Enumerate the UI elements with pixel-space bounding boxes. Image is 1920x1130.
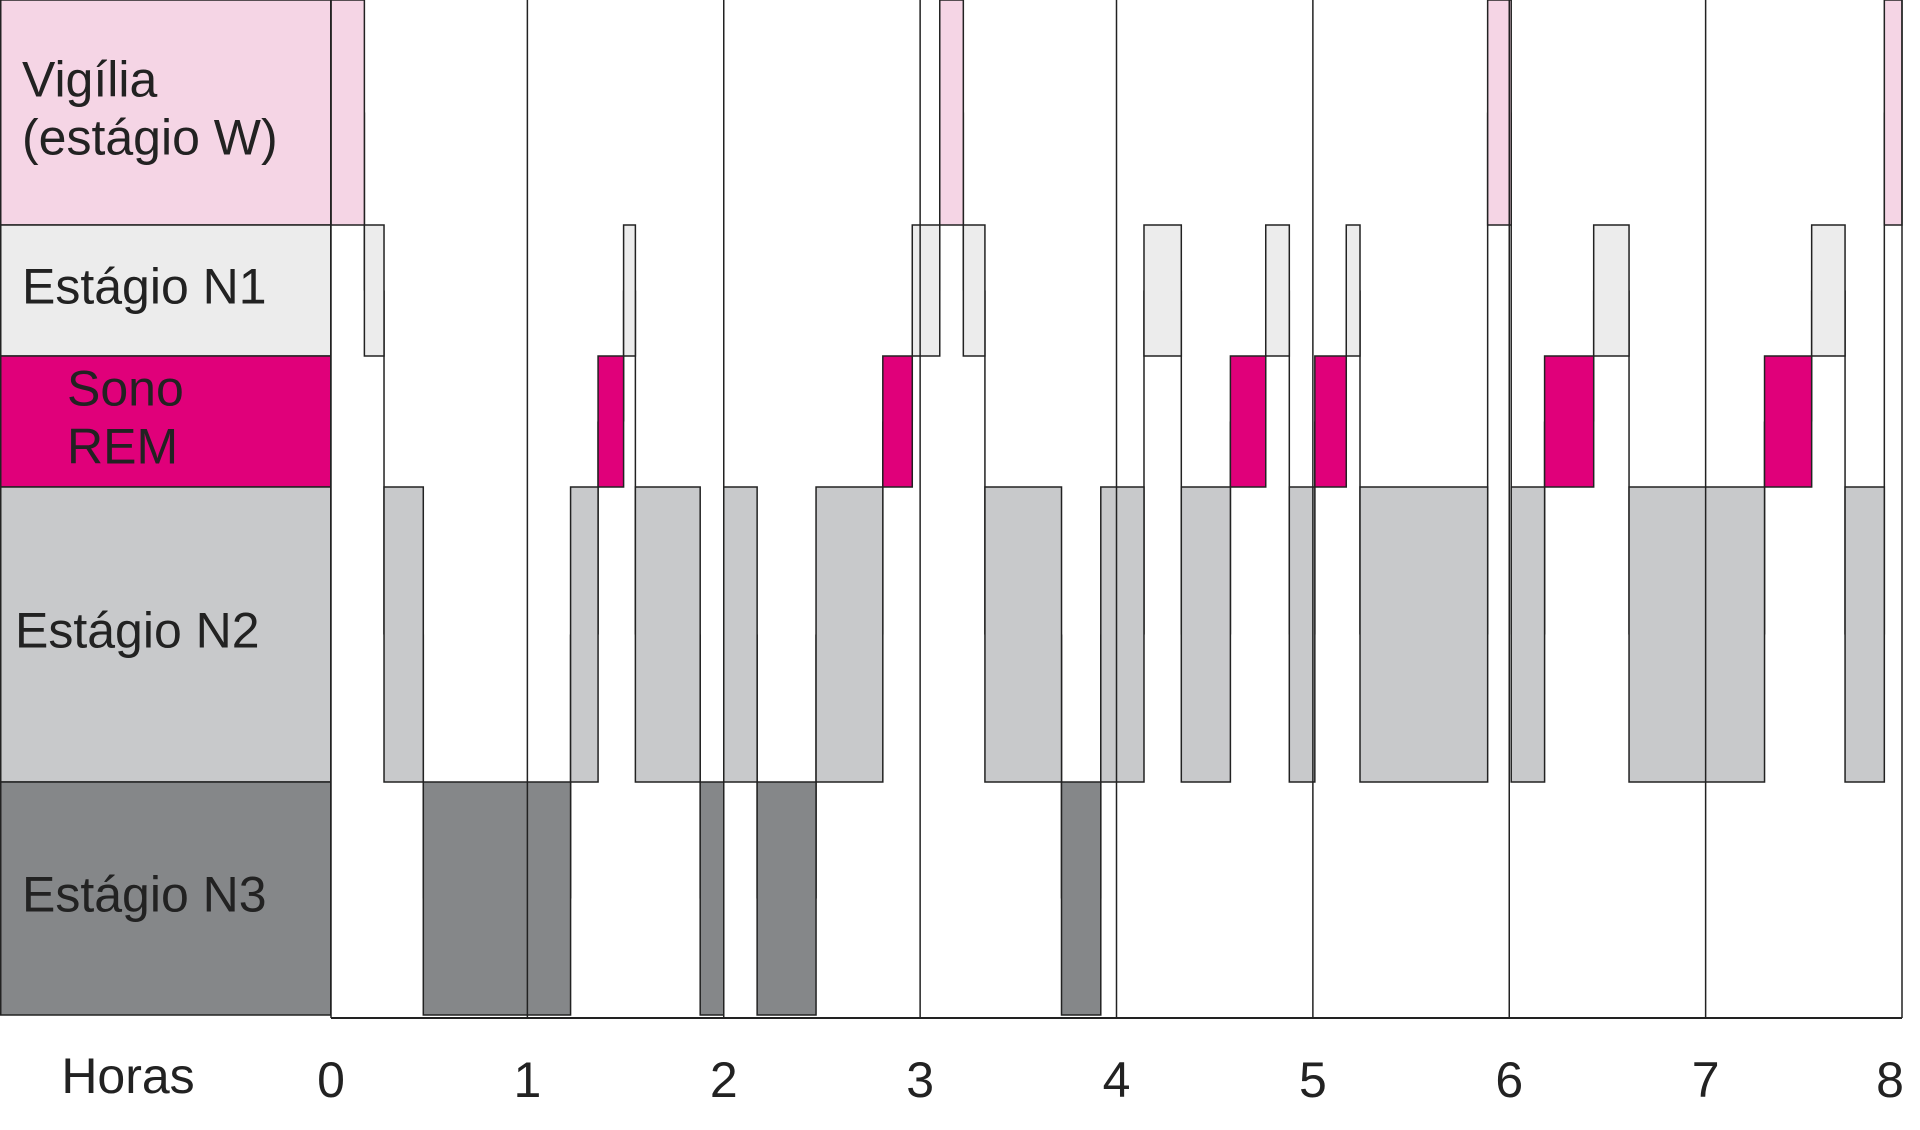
stage-block bbox=[422, 781, 572, 1016]
stage-block bbox=[1510, 486, 1546, 783]
stage-block bbox=[569, 486, 599, 783]
stage-block bbox=[1143, 224, 1183, 357]
stage-label: Estágio N1 bbox=[22, 259, 267, 315]
stage-block bbox=[363, 224, 385, 357]
stage-block bbox=[723, 486, 758, 783]
stage-block bbox=[1314, 355, 1348, 488]
stage-block bbox=[1763, 355, 1813, 488]
stage-block bbox=[1883, 0, 1903, 226]
stage-block bbox=[1592, 224, 1630, 357]
stage-block bbox=[984, 486, 1063, 783]
stage-block bbox=[1543, 355, 1595, 488]
stage-block bbox=[1359, 486, 1489, 783]
x-tick-label: 5 bbox=[1299, 1052, 1327, 1108]
stage-block bbox=[1288, 486, 1316, 783]
stage-block bbox=[634, 486, 701, 783]
stage-block bbox=[597, 355, 625, 488]
x-tick-label: 1 bbox=[513, 1052, 541, 1108]
x-tick-label: 7 bbox=[1692, 1052, 1720, 1108]
stage-block bbox=[1844, 486, 1886, 783]
x-axis-label: Horas bbox=[61, 1048, 194, 1104]
stage-block bbox=[330, 0, 366, 226]
stage-label: Estágio N2 bbox=[15, 603, 260, 659]
x-tick-label: 4 bbox=[1103, 1052, 1131, 1108]
stage-block bbox=[1628, 486, 1766, 783]
stage-block bbox=[1810, 224, 1846, 357]
stage-block bbox=[939, 0, 965, 226]
stage-block bbox=[962, 224, 986, 357]
stage-block bbox=[815, 486, 884, 783]
stage-label-box bbox=[0, 486, 332, 783]
stage-label: REM bbox=[67, 419, 178, 475]
stage-label-box bbox=[0, 224, 332, 357]
stage-block bbox=[911, 224, 941, 357]
stage-block bbox=[383, 486, 425, 783]
stage-block bbox=[1060, 781, 1102, 1016]
stage-block bbox=[699, 781, 725, 1016]
x-tick-label: 8 bbox=[1876, 1052, 1904, 1108]
stage-block bbox=[1486, 0, 1512, 226]
x-tick-label: 2 bbox=[710, 1052, 738, 1108]
stage-block bbox=[756, 781, 817, 1016]
stage-label: Vigília bbox=[22, 52, 157, 108]
stage-block bbox=[1264, 224, 1291, 357]
stage-label-box bbox=[0, 0, 332, 226]
stage-label: Estágio N3 bbox=[22, 867, 267, 923]
stage-label: (estágio W) bbox=[22, 110, 278, 166]
stage-label: Sono bbox=[67, 361, 184, 417]
stage-block bbox=[882, 355, 914, 488]
x-tick-label: 6 bbox=[1495, 1052, 1523, 1108]
stage-block bbox=[1345, 224, 1361, 357]
stage-block bbox=[1180, 486, 1232, 783]
x-tick-label: 3 bbox=[906, 1052, 934, 1108]
stage-block bbox=[1100, 486, 1145, 783]
stage-label-box bbox=[0, 781, 332, 1016]
stage-block bbox=[622, 224, 637, 357]
stage-block bbox=[1229, 355, 1267, 488]
x-tick-label: 0 bbox=[317, 1052, 345, 1108]
